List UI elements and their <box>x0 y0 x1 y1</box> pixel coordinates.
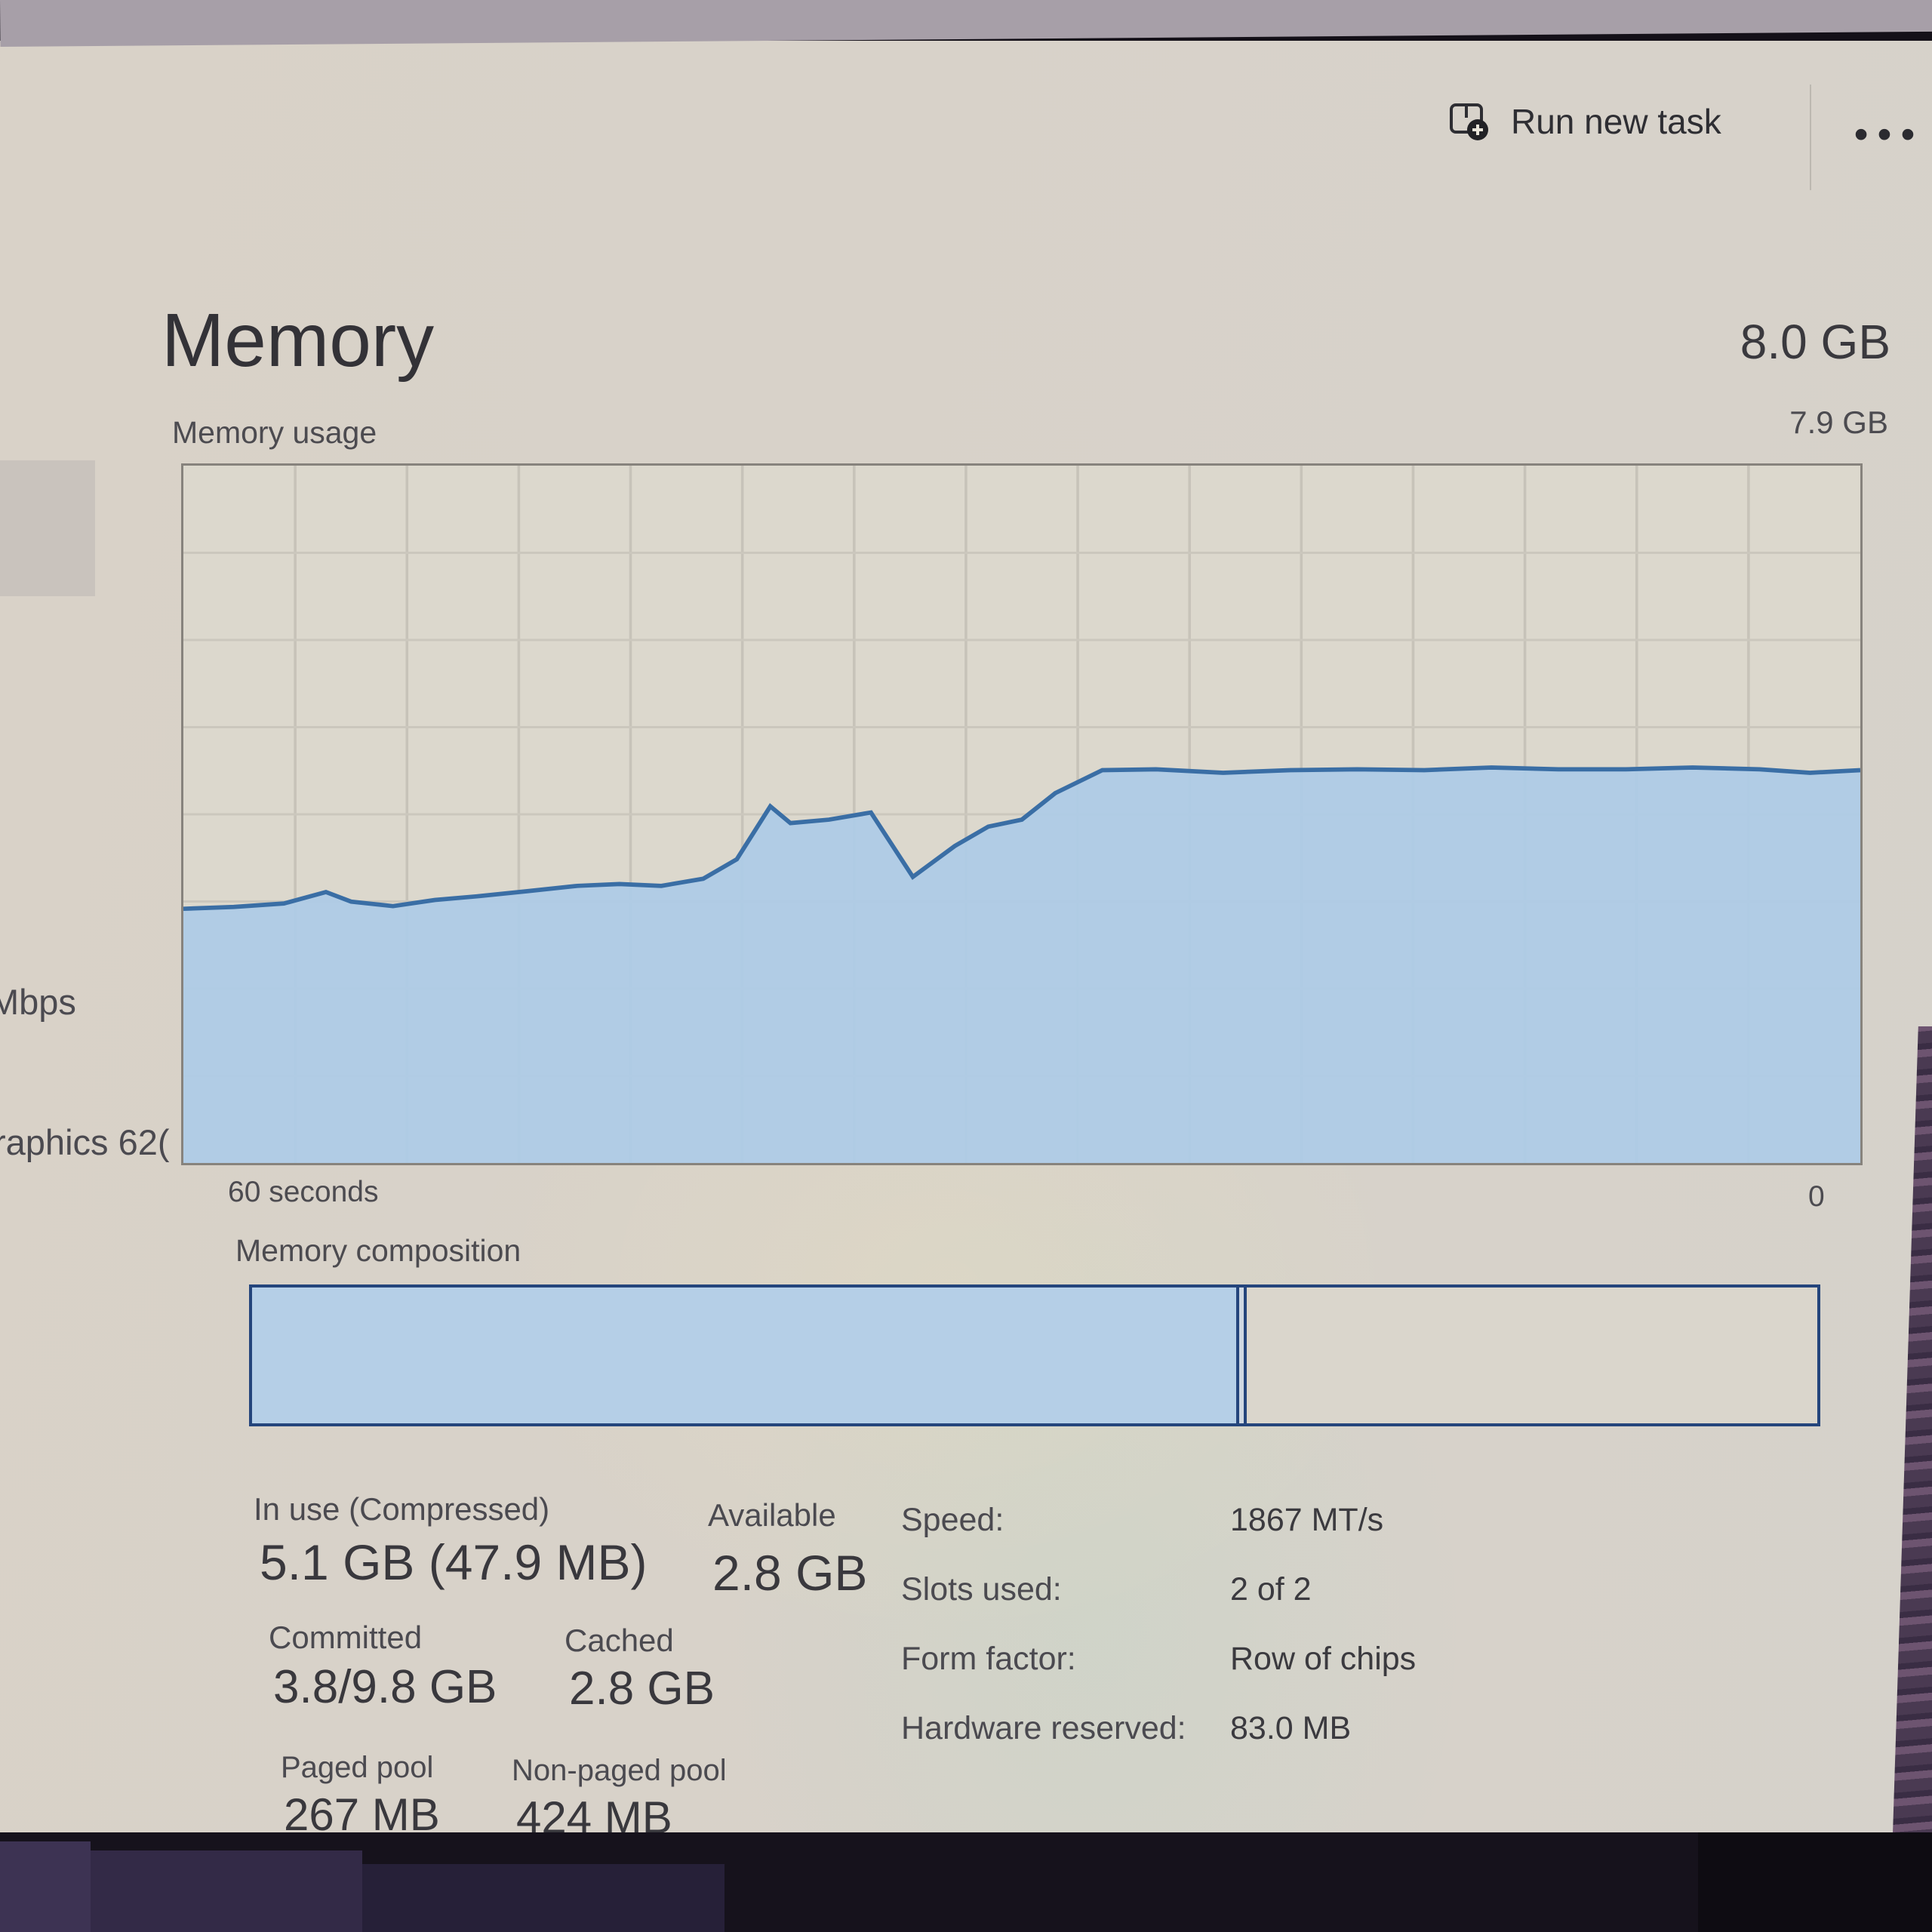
chart-x-left-label: 60 seconds <box>228 1176 379 1208</box>
chart-x-right-label: 0 <box>1808 1180 1825 1213</box>
photo-background-block <box>362 1864 724 1932</box>
cached-label: Cached <box>565 1623 674 1658</box>
detail-row: Speed: 1867 MT/s <box>901 1502 1429 1571</box>
page-title: Memory <box>162 298 435 383</box>
available-value: 2.8 GB <box>712 1545 868 1601</box>
photo-background-block <box>91 1850 362 1932</box>
chart-ymax-label: 7.9 GB <box>1789 405 1888 440</box>
sidebar-cutoff-network-unit: Mbps <box>0 982 76 1022</box>
composition-in-use-segment[interactable] <box>252 1287 1241 1423</box>
detail-row: Form factor: Row of chips <box>901 1641 1429 1710</box>
paged-pool-value: 267 MB <box>284 1789 440 1840</box>
committed-label: Committed <box>269 1620 423 1655</box>
composition-divider <box>1235 1287 1247 1423</box>
task-manager-screen: Run new task ••• Memory 8.0 GB Memory us… <box>0 41 1932 1843</box>
slots-used-label: Slots used: <box>901 1571 1062 1607</box>
photo-background-block <box>0 1841 91 1932</box>
detail-row: Slots used: 2 of 2 <box>901 1571 1429 1641</box>
total-capacity: 8.0 GB <box>1740 315 1890 369</box>
available-label: Available <box>708 1497 836 1533</box>
hardware-reserved-label: Hardware reserved: <box>901 1710 1186 1746</box>
photo-background-block <box>1698 1832 1932 1932</box>
photo-background-top <box>0 0 1932 47</box>
run-new-task-button[interactable]: Run new task <box>1447 100 1721 143</box>
memory-composition-label: Memory composition <box>235 1233 521 1268</box>
form-factor-label: Form factor: <box>901 1641 1076 1677</box>
cached-value: 2.8 GB <box>569 1663 715 1715</box>
detail-row: Hardware reserved: 83.0 MB <box>901 1710 1429 1780</box>
memory-usage-chart-svg <box>183 466 1860 1163</box>
in-use-label: In use (Compressed) <box>254 1491 550 1527</box>
run-new-task-label: Run new task <box>1511 102 1721 141</box>
memory-composition-bar[interactable] <box>249 1284 1820 1426</box>
speed-value: 1867 MT/s <box>1230 1502 1384 1538</box>
non-paged-pool-label: Non-paged pool <box>512 1754 727 1787</box>
committed-value: 3.8/9.8 GB <box>273 1661 497 1713</box>
hardware-details: Speed: 1867 MT/s Slots used: 2 of 2 Form… <box>901 1502 1429 1780</box>
sidebar-thumbnail-remnant <box>0 460 95 596</box>
slots-used-value: 2 of 2 <box>1230 1571 1312 1607</box>
memory-usage-chart[interactable] <box>181 463 1863 1165</box>
form-factor-value: Row of chips <box>1230 1641 1417 1677</box>
paged-pool-label: Paged pool <box>281 1751 434 1784</box>
in-use-value: 5.1 GB (47.9 MB) <box>260 1534 648 1590</box>
speed-label: Speed: <box>901 1502 1004 1538</box>
run-new-task-icon <box>1447 100 1491 143</box>
sidebar-cutoff-gpu-name: raphics 62( <box>0 1122 170 1162</box>
hardware-reserved-value: 83.0 MB <box>1230 1710 1352 1746</box>
more-options-icon[interactable]: ••• <box>1854 112 1924 157</box>
toolbar-divider <box>1810 85 1811 190</box>
memory-usage-section-label: Memory usage <box>172 415 377 450</box>
